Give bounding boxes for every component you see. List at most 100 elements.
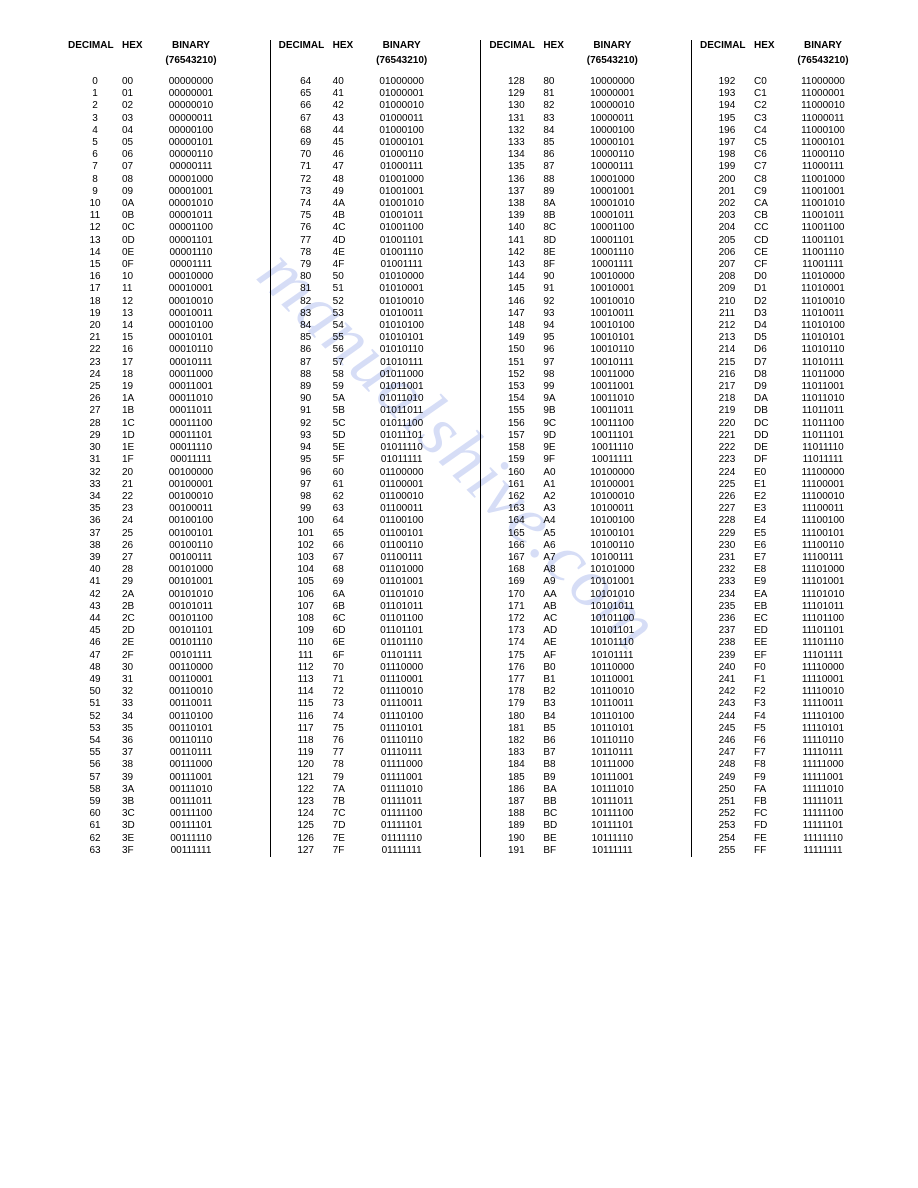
cell-binary: 01100100 xyxy=(367,515,437,527)
cell-hex: C0 xyxy=(754,76,788,88)
cell-binary: 00100011 xyxy=(156,503,226,515)
cell-decimal: 183 xyxy=(489,747,543,759)
cell-decimal: 245 xyxy=(700,723,754,735)
cell-binary: 11100101 xyxy=(788,528,858,540)
table-row: 1418D10001101 xyxy=(489,235,647,247)
cell-decimal: 198 xyxy=(700,149,754,161)
cell-binary: 01000011 xyxy=(367,113,437,125)
cell-binary: 01111101 xyxy=(367,820,437,832)
cell-decimal: 40 xyxy=(68,564,122,576)
cell-binary: 01101001 xyxy=(367,576,437,588)
table-row: 140E00001110 xyxy=(68,247,226,259)
cell-binary: 11110010 xyxy=(788,686,858,698)
cell-hex: 76 xyxy=(333,735,367,747)
table-row: 236EC11101100 xyxy=(700,613,858,625)
table-row: 986201100010 xyxy=(279,491,437,503)
cell-binary: 11001100 xyxy=(788,222,858,234)
cell-hex: DC xyxy=(754,418,788,430)
table-row: 483000110000 xyxy=(68,662,226,674)
table-row: 885801011000 xyxy=(279,369,437,381)
cell-decimal: 41 xyxy=(68,576,122,588)
table-row: 1318310000011 xyxy=(489,113,647,125)
table-row: 654101000001 xyxy=(279,88,437,100)
cell-hex: 35 xyxy=(122,723,156,735)
table-row: 714701000111 xyxy=(279,161,437,173)
cell-hex: 61 xyxy=(333,479,367,491)
cell-binary: 11111111 xyxy=(788,845,858,857)
cell-hex: 4F xyxy=(333,259,367,271)
cell-hex: 74 xyxy=(333,711,367,723)
cell-hex: BB xyxy=(543,796,577,808)
table-row: 233E911101001 xyxy=(700,576,858,588)
cell-binary: 00000101 xyxy=(156,137,226,149)
cell-binary: 00010110 xyxy=(156,344,226,356)
cell-decimal: 244 xyxy=(700,711,754,723)
cell-decimal: 132 xyxy=(489,125,543,137)
cell-binary: 11100011 xyxy=(788,503,858,515)
cell-hex: E4 xyxy=(754,515,788,527)
cell-binary: 11000110 xyxy=(788,149,858,161)
cell-hex: BF xyxy=(543,845,577,857)
cell-binary: 10000111 xyxy=(577,161,647,173)
cell-hex: E2 xyxy=(754,491,788,503)
cell-decimal: 122 xyxy=(279,784,333,796)
cell-binary: 01011001 xyxy=(367,381,437,393)
cell-decimal: 76 xyxy=(279,222,333,234)
table-row: 251900011001 xyxy=(68,381,226,393)
cell-decimal: 129 xyxy=(489,88,543,100)
cell-decimal: 204 xyxy=(700,222,754,234)
cell-hex: E1 xyxy=(754,479,788,491)
column-subheader: (76543210) xyxy=(279,55,437,76)
table-row: 183B710110111 xyxy=(489,747,647,759)
cell-binary: 01000001 xyxy=(367,88,437,100)
cell-binary: 01111111 xyxy=(367,845,437,857)
table-row: 1137101110001 xyxy=(279,674,437,686)
cell-binary: 00011111 xyxy=(156,454,226,466)
table-row: 190BE10111110 xyxy=(489,833,647,845)
cell-hex: 26 xyxy=(122,540,156,552)
cell-hex: 09 xyxy=(122,186,156,198)
table-row: 845401010100 xyxy=(279,320,437,332)
cell-decimal: 20 xyxy=(68,320,122,332)
table-row: 1589E10011110 xyxy=(489,442,647,454)
cell-hex: 0C xyxy=(122,222,156,234)
table-row: 171AB10101011 xyxy=(489,601,647,613)
cell-hex: 01 xyxy=(122,88,156,100)
table-row: 253FD11111101 xyxy=(700,820,858,832)
cell-decimal: 235 xyxy=(700,601,754,613)
cell-decimal: 10 xyxy=(68,198,122,210)
cell-hex: 8B xyxy=(543,210,577,222)
cell-decimal: 184 xyxy=(489,759,543,771)
cell-hex: 24 xyxy=(122,515,156,527)
table-row: 1438F10001111 xyxy=(489,259,647,271)
cell-decimal: 163 xyxy=(489,503,543,515)
cell-decimal: 54 xyxy=(68,735,122,747)
table-row: 291D00011101 xyxy=(68,430,226,442)
cell-decimal: 4 xyxy=(68,125,122,137)
cell-decimal: 158 xyxy=(489,442,543,454)
cell-decimal: 78 xyxy=(279,247,333,259)
cell-hex: 53 xyxy=(333,308,367,320)
cell-hex: 75 xyxy=(333,723,367,735)
cell-hex: 40 xyxy=(333,76,367,88)
cell-decimal: 50 xyxy=(68,686,122,698)
cell-hex: 58 xyxy=(333,369,367,381)
cell-hex: 0D xyxy=(122,235,156,247)
table-row: 181B510110101 xyxy=(489,723,647,735)
table-row: 179B310110011 xyxy=(489,698,647,710)
cell-binary: 11010011 xyxy=(788,308,858,320)
cell-hex: 43 xyxy=(333,113,367,125)
cell-binary: 00001100 xyxy=(156,222,226,234)
cell-decimal: 188 xyxy=(489,808,543,820)
cell-hex: DE xyxy=(754,442,788,454)
cell-hex: 7C xyxy=(333,808,367,820)
table-row: 221600010110 xyxy=(68,344,226,356)
cell-binary: 10010000 xyxy=(577,271,647,283)
cell-binary: 10100001 xyxy=(577,479,647,491)
table-row: 70700000111 xyxy=(68,161,226,173)
table-row: 1288010000000 xyxy=(489,76,647,88)
table-row: 204CC11001100 xyxy=(700,222,858,234)
table-row: 1187601110110 xyxy=(279,735,437,747)
cell-binary: 10001100 xyxy=(577,222,647,234)
table-row: 225E111100001 xyxy=(700,479,858,491)
